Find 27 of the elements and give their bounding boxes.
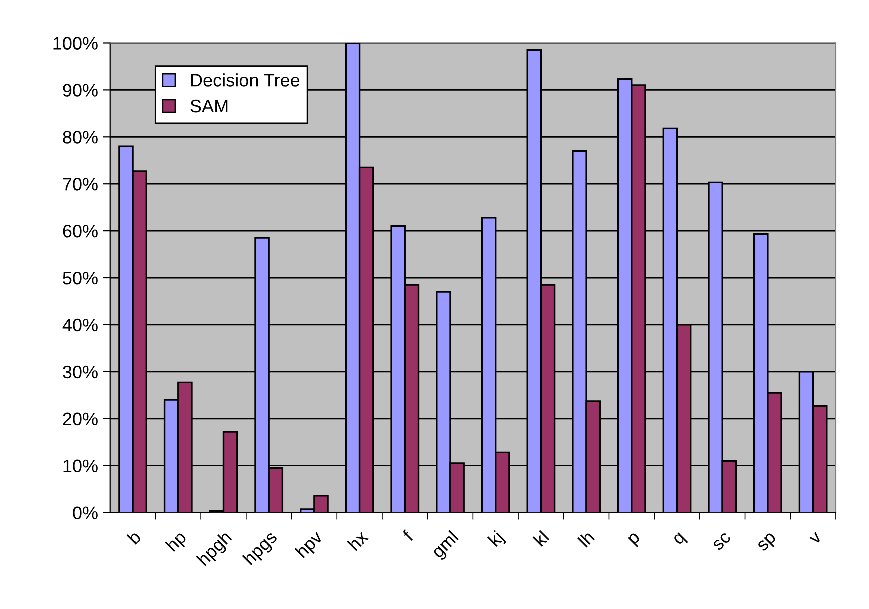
x-tick-label: q <box>673 532 688 548</box>
y-tick-label: 0% <box>73 506 98 520</box>
legend-label: SAM <box>190 100 228 113</box>
x-tick-label: hp <box>165 530 190 555</box>
y-tick-label: 20% <box>63 412 98 426</box>
y-tick-label: 90% <box>63 84 98 97</box>
x-tick-label: p <box>628 532 644 548</box>
y-tick-label: 100% <box>54 37 98 50</box>
legend-label: Decision Tree <box>191 74 300 87</box>
y-tick-label: 40% <box>62 318 98 332</box>
x-tick-label: sc <box>712 532 732 552</box>
y-tick-label: 50% <box>63 272 98 285</box>
x-tick-label: sp <box>757 532 780 554</box>
x-tick-label: kj <box>487 530 507 550</box>
x-tick-label: hpv <box>294 529 326 562</box>
x-tick-label: b <box>126 530 142 546</box>
x-tick-label: hx <box>347 530 369 552</box>
y-tick-label: 30% <box>63 366 98 379</box>
x-tick-label: v <box>809 532 823 546</box>
x-tick-label: f <box>402 529 414 542</box>
x-tick-label: lh <box>577 530 595 548</box>
y-tick-label: 80% <box>63 131 98 144</box>
x-tick-label: gml <box>430 530 462 562</box>
y-tick-label: 70% <box>63 178 98 191</box>
y-tick-label: 60% <box>63 224 98 238</box>
x-tick-label: kl <box>532 530 550 548</box>
y-tick-label: 10% <box>64 460 98 473</box>
